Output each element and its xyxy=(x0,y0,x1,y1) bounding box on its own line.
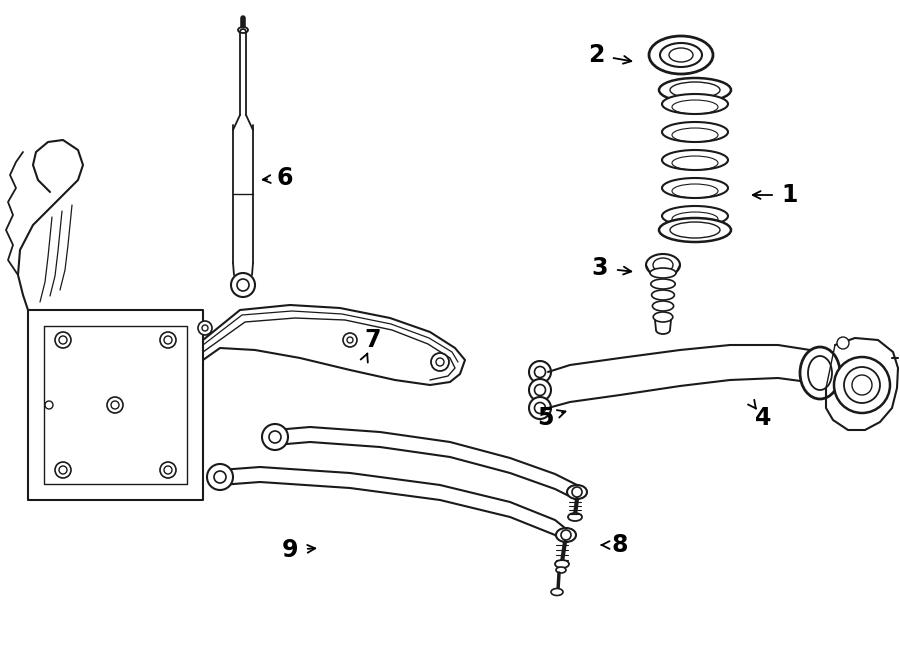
Ellipse shape xyxy=(662,178,728,198)
Text: 7: 7 xyxy=(364,328,382,352)
Circle shape xyxy=(207,464,233,490)
Text: 8: 8 xyxy=(612,533,628,557)
Circle shape xyxy=(107,397,123,413)
Ellipse shape xyxy=(649,36,713,74)
Circle shape xyxy=(55,462,71,478)
Ellipse shape xyxy=(646,254,680,276)
Circle shape xyxy=(844,367,880,403)
Ellipse shape xyxy=(662,150,728,170)
Circle shape xyxy=(160,462,176,478)
Text: 5: 5 xyxy=(536,406,554,430)
Ellipse shape xyxy=(652,301,673,311)
Circle shape xyxy=(237,279,249,291)
Ellipse shape xyxy=(556,567,566,573)
Ellipse shape xyxy=(556,528,576,542)
Circle shape xyxy=(231,273,255,297)
Ellipse shape xyxy=(662,122,728,142)
Circle shape xyxy=(837,337,849,349)
Ellipse shape xyxy=(659,218,731,242)
Circle shape xyxy=(529,397,551,419)
Ellipse shape xyxy=(650,268,676,278)
Ellipse shape xyxy=(551,588,563,596)
Text: 3: 3 xyxy=(592,256,608,280)
Ellipse shape xyxy=(800,347,840,399)
Ellipse shape xyxy=(567,485,587,499)
Ellipse shape xyxy=(652,290,674,300)
Ellipse shape xyxy=(662,94,728,114)
Circle shape xyxy=(343,333,357,347)
Text: 9: 9 xyxy=(282,538,298,562)
Ellipse shape xyxy=(653,312,673,322)
Circle shape xyxy=(834,357,890,413)
Ellipse shape xyxy=(659,78,731,102)
Ellipse shape xyxy=(662,206,728,226)
Text: 2: 2 xyxy=(588,43,604,67)
Circle shape xyxy=(529,361,551,383)
Ellipse shape xyxy=(651,279,675,289)
Ellipse shape xyxy=(555,560,569,568)
Circle shape xyxy=(55,332,71,348)
Circle shape xyxy=(160,332,176,348)
Text: 4: 4 xyxy=(755,406,771,430)
Text: 6: 6 xyxy=(277,166,293,190)
Ellipse shape xyxy=(660,43,702,67)
Ellipse shape xyxy=(568,513,582,521)
Circle shape xyxy=(431,353,449,371)
Ellipse shape xyxy=(238,27,248,33)
Circle shape xyxy=(198,321,212,335)
Text: 1: 1 xyxy=(782,183,798,207)
Circle shape xyxy=(529,379,551,401)
Circle shape xyxy=(262,424,288,450)
